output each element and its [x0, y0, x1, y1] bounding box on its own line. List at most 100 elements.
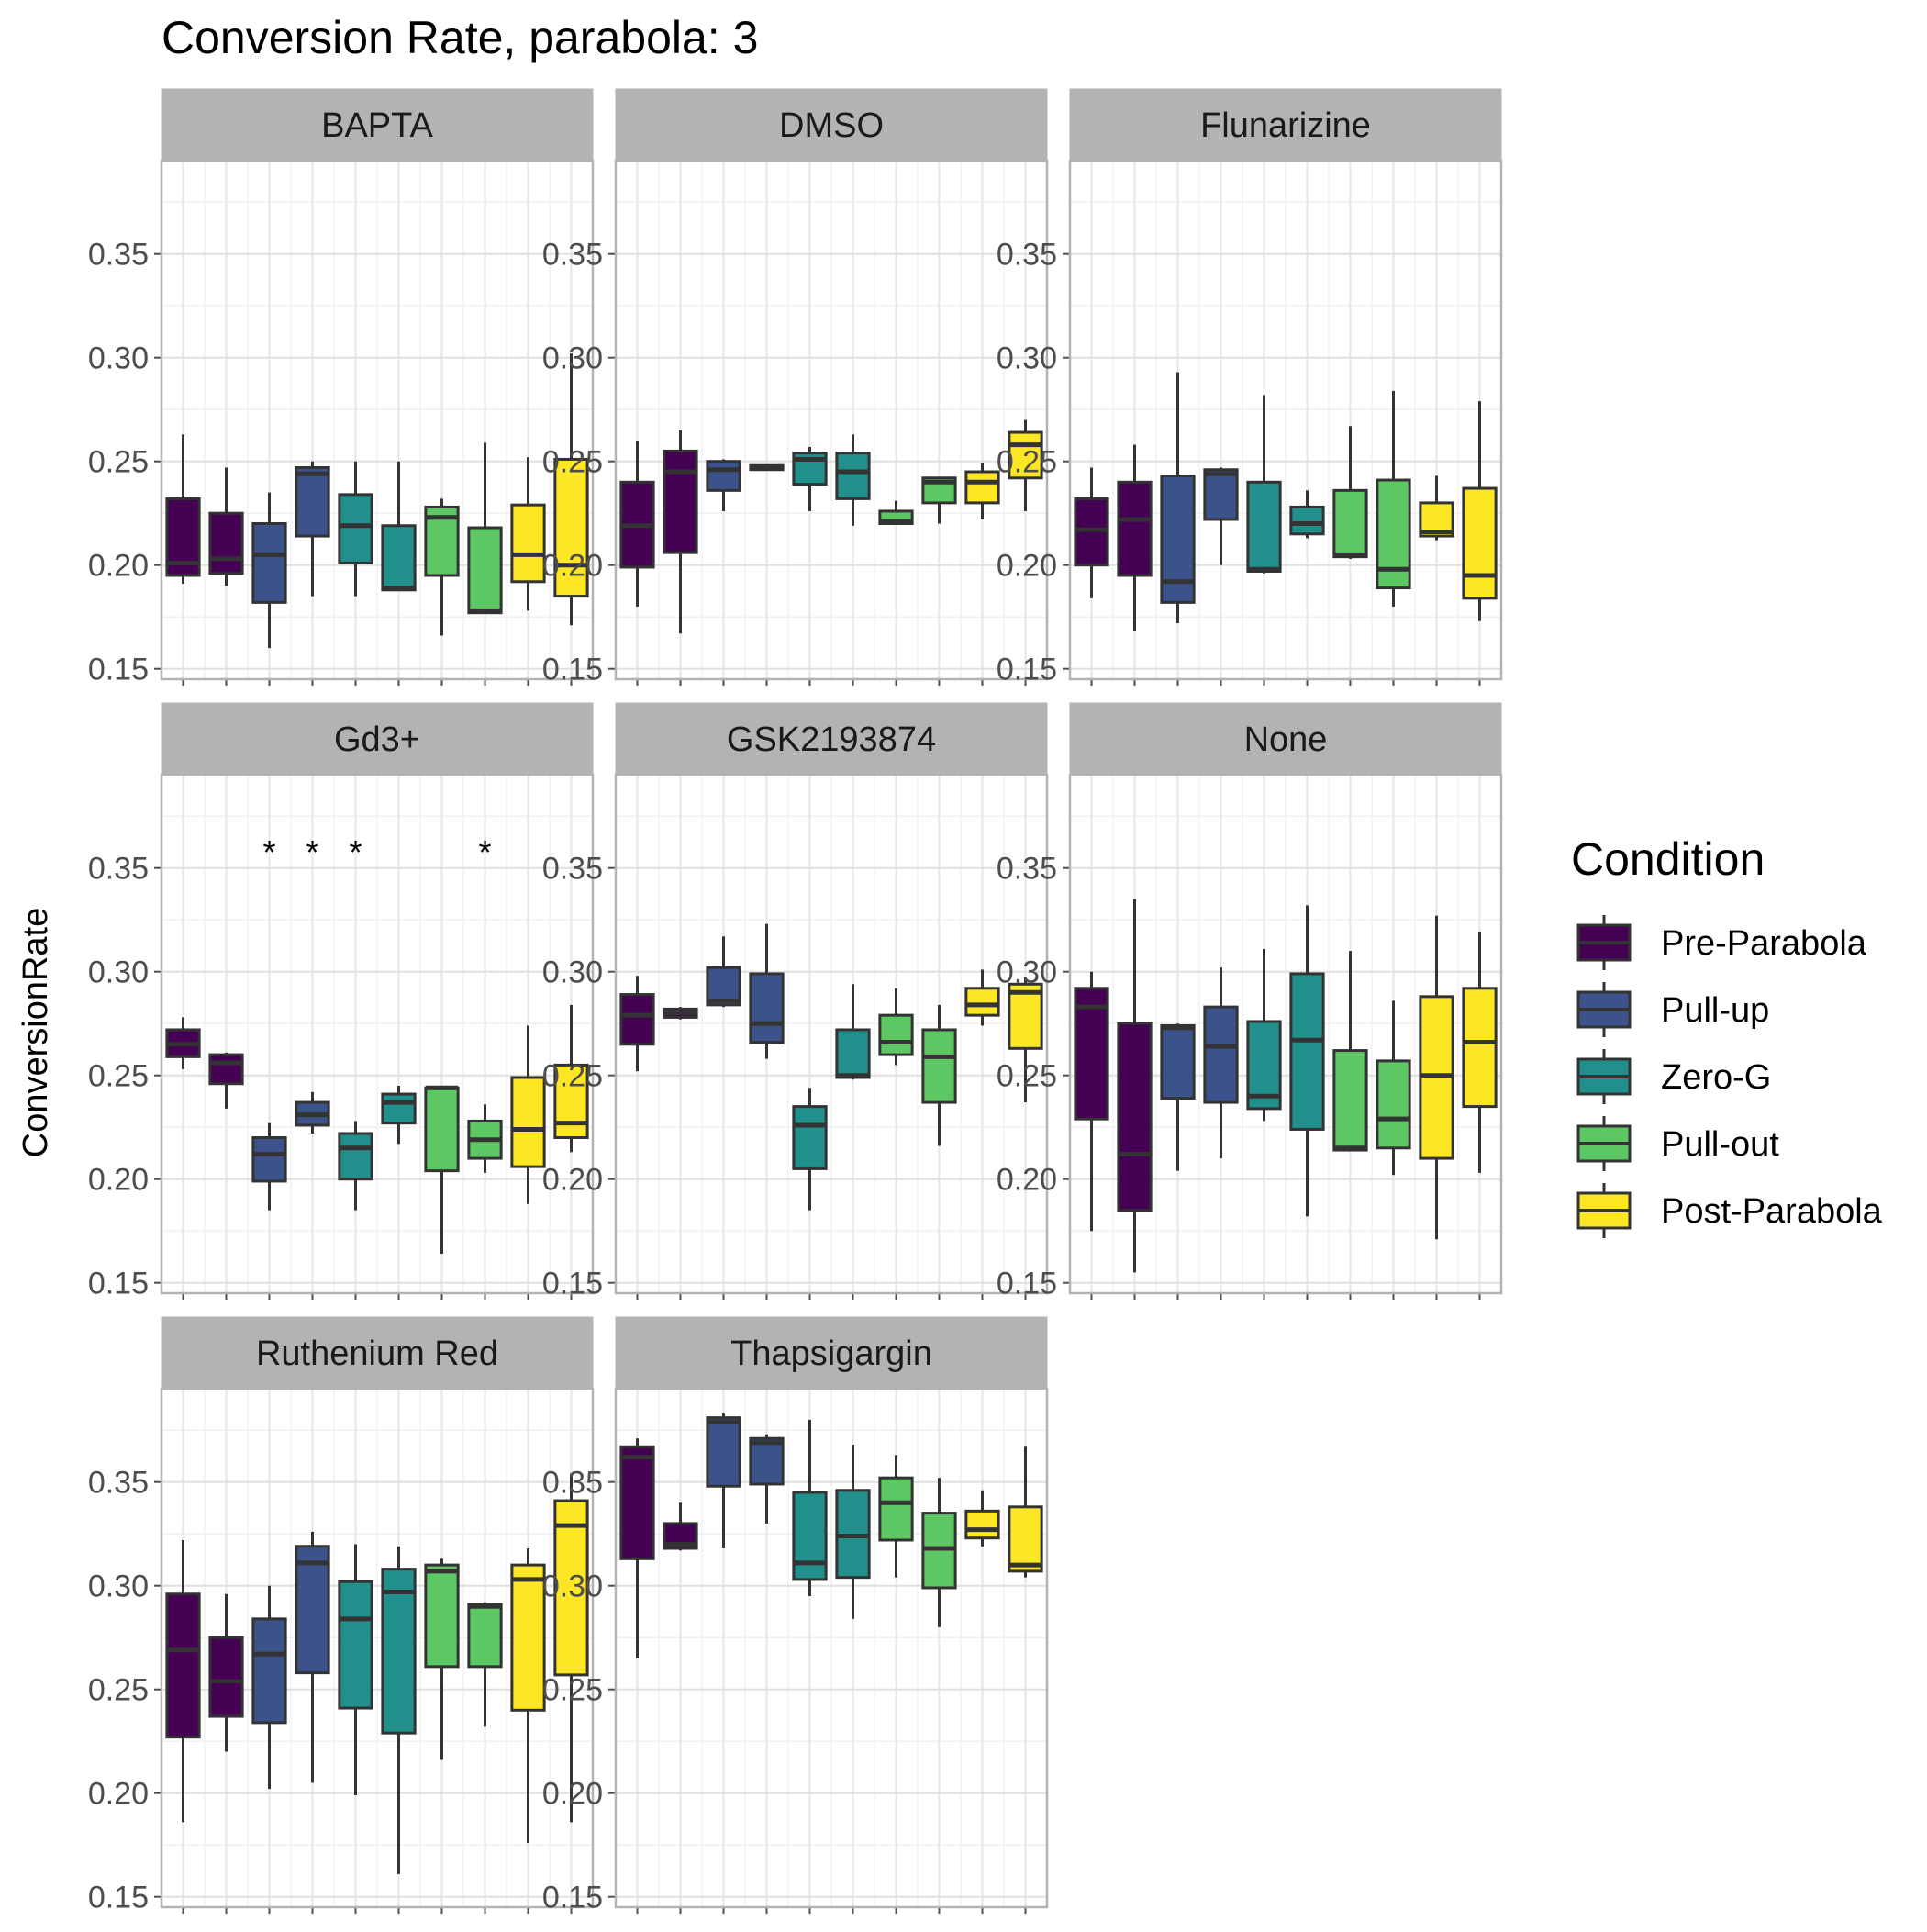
y-tick-label: 0.20	[542, 549, 603, 584]
box-ruthenium-red-1	[165, 1539, 201, 1823]
box-iqr	[295, 465, 330, 538]
box-dmso-4	[749, 463, 785, 472]
facet-panel-flunarizine: Flunarizine 0.15 0.20 0.25 0.30 0.35	[997, 88, 1503, 687]
box-gd3-7	[424, 1085, 460, 1255]
box-iqr	[338, 1132, 373, 1181]
box-iqr	[1160, 1023, 1196, 1100]
box-iqr	[1332, 488, 1368, 559]
box-none-3	[1160, 1023, 1196, 1171]
legend-item-pull-up: Pull-up	[1576, 982, 1769, 1037]
box-iqr	[1332, 1049, 1368, 1152]
y-tick-label: 0.15	[88, 1267, 149, 1301]
facet-strip-label: Thapsigargin	[730, 1335, 932, 1373]
box-thapsigargin-10	[1008, 1446, 1043, 1578]
box-gsk2193874-7	[878, 988, 914, 1066]
facet-strip	[1069, 702, 1502, 776]
box-bapta-8	[467, 442, 503, 615]
box-none-9	[1419, 915, 1454, 1240]
box-iqr	[792, 1491, 828, 1581]
box-gsk2193874-8	[921, 1004, 957, 1146]
box-thapsigargin-2	[663, 1502, 698, 1551]
box-none-10	[1462, 932, 1498, 1173]
y-tick-label: 0.20	[88, 549, 149, 584]
y-tick-label: 0.35	[542, 238, 603, 273]
y-tick-label: 0.30	[542, 955, 603, 990]
box-thapsigargin-4	[749, 1434, 785, 1524]
y-tick-label: 0.15	[542, 653, 603, 687]
legend-label: Pull-up	[1661, 991, 1769, 1030]
box-gsk2193874-5	[792, 1088, 828, 1211]
facet-strip	[615, 1316, 1048, 1390]
box-gd3-9	[510, 1025, 546, 1204]
y-tick-label: 0.35	[997, 238, 1057, 273]
box-iqr	[706, 460, 741, 492]
y-tick-label: 0.30	[542, 341, 603, 376]
box-thapsigargin-8	[921, 1478, 957, 1627]
box-flunarizine-7	[1332, 426, 1368, 559]
box-iqr	[338, 1580, 373, 1710]
box-iqr	[553, 457, 589, 598]
box-none-4	[1203, 967, 1239, 1159]
box-bapta-9	[510, 457, 546, 611]
facet-strip	[161, 702, 594, 776]
y-tick-label: 0.25	[997, 445, 1057, 480]
box-iqr	[1008, 1505, 1043, 1573]
box-iqr	[1376, 1059, 1411, 1150]
box-gd3-2	[208, 1052, 244, 1109]
box-gd3-1	[165, 1017, 201, 1069]
legend-item-zero-g: Zero-G	[1576, 1049, 1771, 1104]
panel-border	[614, 1387, 1049, 1909]
box-iqr	[165, 1592, 201, 1739]
box-flunarizine-4	[1203, 467, 1239, 565]
box-gd3-5	[338, 1121, 373, 1211]
box-thapsigargin-6	[835, 1445, 871, 1619]
legend-item-post-parabola: Post-Parabola	[1576, 1183, 1883, 1238]
box-ruthenium-red-7	[424, 1558, 460, 1760]
box-iqr	[706, 1416, 741, 1488]
box-iqr	[619, 993, 655, 1046]
y-tick-label: 0.15	[997, 653, 1057, 687]
box-thapsigargin-5	[792, 1419, 828, 1596]
facet-panel-bapta: BAPTA 0.15 0.20 0.25 0.30 0.35	[88, 88, 595, 687]
box-iqr	[338, 493, 373, 564]
box-iqr	[792, 1105, 828, 1170]
panel-border	[1068, 159, 1503, 681]
legend-label: Zero-G	[1661, 1058, 1771, 1097]
box-iqr	[1008, 982, 1043, 1050]
facet-strip	[1069, 88, 1502, 162]
box-dmso-10	[1008, 419, 1043, 511]
box-iqr	[1376, 478, 1411, 590]
box-bapta-2	[208, 467, 244, 586]
box-iqr	[467, 526, 503, 615]
chart-title: Conversion Rate, parabola: 3	[162, 12, 758, 63]
box-gsk2193874-2	[663, 1007, 698, 1020]
box-flunarizine-3	[1160, 372, 1196, 623]
box-iqr	[251, 1136, 287, 1183]
box-gd3-8	[467, 1104, 503, 1173]
legend-title: Condition	[1571, 833, 1765, 885]
facet-strip-label: Ruthenium Red	[256, 1335, 498, 1373]
legend: Condition Pre-Parabola Pull-up Zero-G Pull-o…	[1571, 833, 1883, 1238]
box-iqr	[1203, 1005, 1239, 1104]
facet-panel-ruthenium-red: Ruthenium Red 0.15 0.20 0.25 0.30 0.35	[88, 1316, 595, 1915]
box-dmso-5	[792, 446, 828, 511]
facet-panel-thapsigargin: Thapsigargin 0.15 0.20 0.25 0.30 0.35	[542, 1316, 1049, 1915]
box-iqr	[510, 1076, 546, 1168]
box-iqr	[208, 1053, 244, 1086]
box-none-1	[1074, 971, 1109, 1232]
y-tick-label: 0.25	[88, 1059, 149, 1094]
box-iqr	[1117, 480, 1153, 577]
box-ruthenium-red-8	[467, 1602, 503, 1727]
y-tick-label: 0.35	[88, 238, 149, 273]
y-tick-label: 0.15	[88, 1881, 149, 1915]
box-flunarizine-1	[1074, 467, 1109, 598]
box-iqr	[1117, 1022, 1153, 1212]
box-iqr	[749, 972, 785, 1044]
legend-label: Pull-out	[1661, 1125, 1779, 1164]
panel-border	[160, 773, 595, 1295]
facet-strip-label: BAPTA	[321, 106, 433, 145]
box-iqr	[1074, 987, 1109, 1121]
y-tick-label: 0.25	[88, 1673, 149, 1708]
box-bapta-5	[338, 461, 373, 597]
